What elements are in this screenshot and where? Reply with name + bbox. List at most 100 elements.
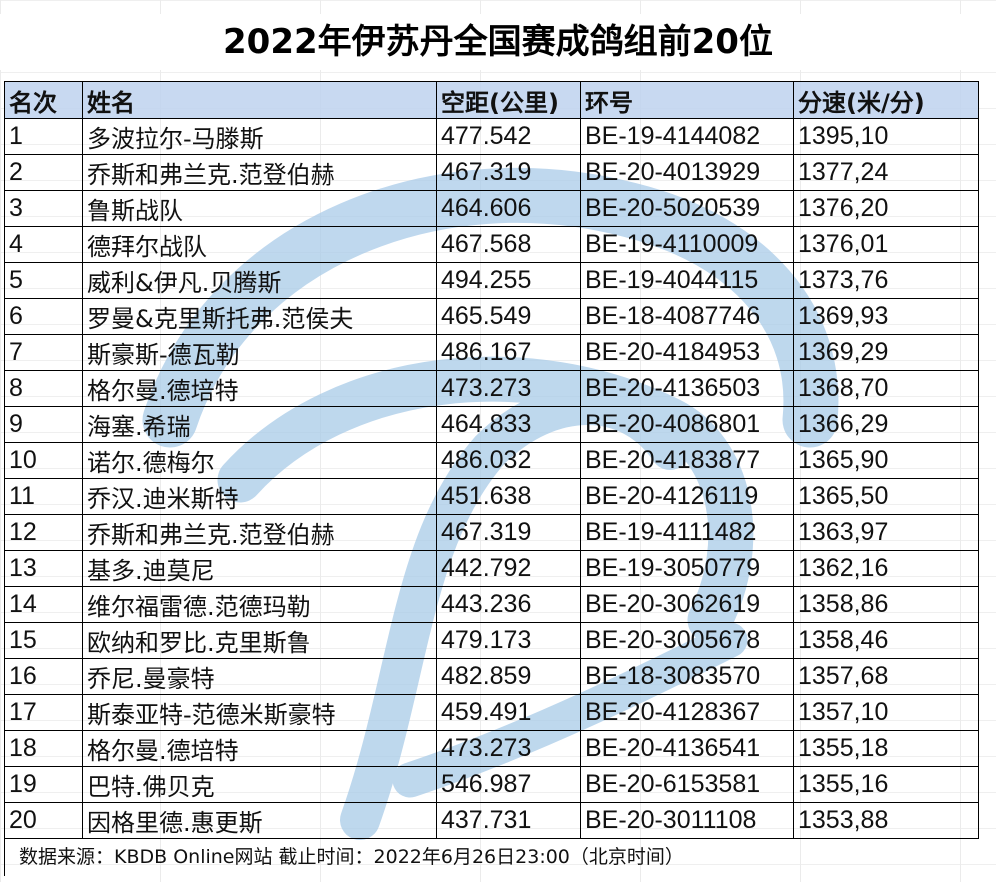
cell-rank: 15 [4,622,83,659]
cell-speed: 1358,46 [793,622,979,659]
cell-speed: 1358,86 [793,586,979,623]
cell-name: 欧纳和罗比.克里斯鲁 [82,622,437,659]
cell-distance: 451.638 [436,478,581,515]
cell-speed: 1376,20 [793,190,979,227]
cell-rank: 14 [4,586,83,623]
cell-speed: 1373,76 [793,262,979,299]
table-row: 9 海塞.希瑞 464.833 BE-20-4086801 1366,29 [4,406,979,443]
cell-ring: BE-19-4110009 [580,226,794,263]
cell-distance: 443.236 [436,586,581,623]
cell-ring: BE-19-4111482 [580,514,794,551]
cell-ring: BE-20-4086801 [580,406,794,443]
cell-speed: 1369,93 [793,298,979,335]
cell-distance: 467.319 [436,514,581,551]
table-row: 5 威利&伊凡.贝腾斯 494.255 BE-19-4044115 1373,76 [4,262,979,299]
cell-rank: 5 [4,262,83,299]
table-row: 14 维尔福雷德.范德玛勒 443.236 BE-20-3062619 1358,86 [4,586,979,623]
col-header-speed: 分速(米/分) [793,81,979,119]
cell-ring: BE-20-6153581 [580,766,794,803]
cell-ring: BE-20-4126119 [580,478,794,515]
cell-name: 乔斯和弗兰克.范登伯赫 [82,514,437,551]
cell-speed: 1357,68 [793,658,979,695]
table-row: 1 多波拉尔-马滕斯 477.542 BE-19-4144082 1395,10 [4,118,979,155]
cell-name: 诺尔.德梅尔 [82,442,437,479]
cell-speed: 1366,29 [793,406,979,443]
cell-ring: BE-19-4144082 [580,118,794,155]
cell-rank: 7 [4,334,83,371]
cell-ring: BE-20-3005678 [580,622,794,659]
cell-rank: 4 [4,226,83,263]
table-header-row: 名次 姓名 空距(公里) 环号 分速(米/分) [4,81,979,119]
cell-name: 因格里德.惠更斯 [82,802,437,839]
cell-name: 海塞.希瑞 [82,406,437,443]
cell-name: 斯豪斯-德瓦勒 [82,334,437,371]
cell-name: 巴特.佛贝克 [82,766,437,803]
cell-distance: 479.173 [436,622,581,659]
table-row: 2 乔斯和弗兰克.范登伯赫 467.319 BE-20-4013929 1377,24 [4,154,979,191]
table-row: 19 巴特.佛贝克 546.987 BE-20-6153581 1355,16 [4,766,979,803]
cell-name: 鲁斯战队 [82,190,437,227]
table-row: 8 格尔曼.德培特 473.273 BE-20-4136503 1368,70 [4,370,979,407]
col-header-name: 姓名 [82,81,437,119]
cell-distance: 442.792 [436,550,581,587]
cell-distance: 464.606 [436,190,581,227]
cell-rank: 6 [4,298,83,335]
cell-name: 维尔福雷德.范德玛勒 [82,586,437,623]
cell-rank: 16 [4,658,83,695]
cell-rank: 11 [4,478,83,515]
cell-rank: 10 [4,442,83,479]
cell-speed: 1363,97 [793,514,979,551]
cell-ring: BE-20-4184953 [580,334,794,371]
cell-rank: 9 [4,406,83,443]
cell-rank: 18 [4,730,83,767]
table-row: 7 斯豪斯-德瓦勒 486.167 BE-20-4184953 1369,29 [4,334,979,371]
cell-rank: 13 [4,550,83,587]
cell-rank: 20 [4,802,83,839]
cell-rank: 19 [4,766,83,803]
cell-rank: 1 [4,118,83,155]
cell-ring: BE-19-4044115 [580,262,794,299]
cell-speed: 1357,10 [793,694,979,731]
table-row: 18 格尔曼.德培特 473.273 BE-20-4136541 1355,18 [4,730,979,767]
results-table-container: 名次 姓名 空距(公里) 环号 分速(米/分) 1 多波拉尔-马滕斯 477.542… [4,81,979,839]
col-header-ring: 环号 [580,81,794,119]
cell-distance: 494.255 [436,262,581,299]
cell-ring: BE-20-4136503 [580,370,794,407]
cell-speed: 1353,88 [793,802,979,839]
page-title: 2022年伊苏丹全国赛成鸽组前20位 [0,14,996,70]
table-row: 11 乔汉.迪米斯特 451.638 BE-20-4126119 1365,50 [4,478,979,515]
cell-distance: 459.491 [436,694,581,731]
cell-name: 多波拉尔-马滕斯 [82,118,437,155]
cell-rank: 17 [4,694,83,731]
cell-speed: 1368,70 [793,370,979,407]
cell-name: 格尔曼.德培特 [82,370,437,407]
cell-distance: 486.167 [436,334,581,371]
table-row: 6 罗曼&克里斯托弗.范侯夫 465.549 BE-18-4087746 1369,93 [4,298,979,335]
data-source-note: 数据来源：KBDB Online网站 截止时间：2022年6月26日23:00（… [4,838,978,876]
cell-distance: 467.568 [436,226,581,263]
cell-name: 基多.迪莫尼 [82,550,437,587]
table-row: 17 斯泰亚特-范德米斯豪特 459.491 BE-20-4128367 1357,10 [4,694,979,731]
cell-name: 斯泰亚特-范德米斯豪特 [82,694,437,731]
cell-ring: BE-20-4128367 [580,694,794,731]
table-body: 1 多波拉尔-马滕斯 477.542 BE-19-4144082 1395,10 2 乔斯和… [4,118,979,839]
table-row: 16 乔尼.曼豪特 482.859 BE-18-3083570 1357,68 [4,658,979,695]
cell-distance: 464.833 [436,406,581,443]
table-row: 15 欧纳和罗比.克里斯鲁 479.173 BE-20-3005678 1358,46 [4,622,979,659]
cell-ring: BE-18-4087746 [580,298,794,335]
cell-name: 乔汉.迪米斯特 [82,478,437,515]
cell-name: 威利&伊凡.贝腾斯 [82,262,437,299]
cell-distance: 546.987 [436,766,581,803]
cell-name: 格尔曼.德培特 [82,730,437,767]
cell-name: 乔尼.曼豪特 [82,658,437,695]
cell-distance: 467.319 [436,154,581,191]
table-row: 10 诺尔.德梅尔 486.032 BE-20-4183877 1365,90 [4,442,979,479]
cell-ring: BE-20-3062619 [580,586,794,623]
table-row: 20 因格里德.惠更斯 437.731 BE-20-3011108 1353,88 [4,802,979,839]
cell-speed: 1395,10 [793,118,979,155]
cell-rank: 3 [4,190,83,227]
col-header-distance: 空距(公里) [436,81,581,119]
cell-rank: 8 [4,370,83,407]
cell-speed: 1365,90 [793,442,979,479]
cell-name: 德拜尔战队 [82,226,437,263]
